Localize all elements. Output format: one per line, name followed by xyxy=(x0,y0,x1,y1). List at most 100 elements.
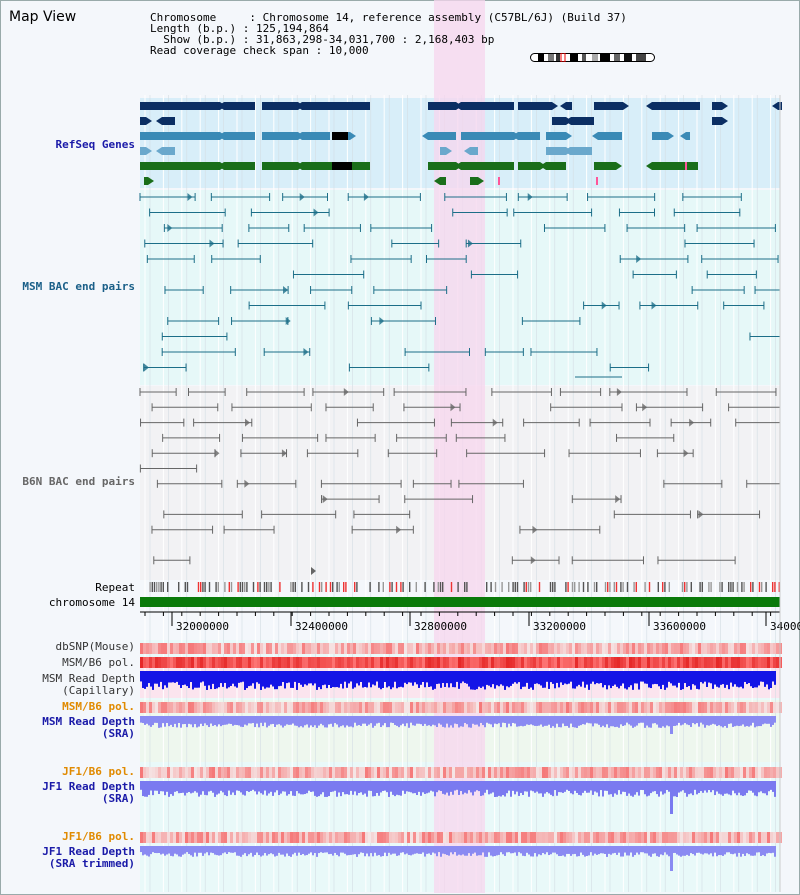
polymorphism-bin xyxy=(296,832,299,843)
track-label-jf1-b6-pol-1[interactable]: JF1/B6 pol. xyxy=(62,765,135,778)
polymorphism-bin xyxy=(731,767,734,778)
depth-bin xyxy=(544,716,546,726)
repeat-element xyxy=(457,582,459,592)
polymorphism-bin xyxy=(401,643,404,654)
depth-bin xyxy=(268,781,270,794)
depth-bin xyxy=(586,846,588,857)
depth-bin xyxy=(218,671,220,688)
depth-bin xyxy=(740,846,742,857)
depth-bin xyxy=(350,846,352,855)
gene-feature xyxy=(470,177,478,185)
track-label-repeat[interactable]: Repeat xyxy=(95,581,135,594)
depth-bin xyxy=(382,671,384,689)
repeat-element xyxy=(486,582,488,592)
track-label-jf1-depth-trimmed[interactable]: JF1 Read Depth (SRA trimmed) xyxy=(2,846,135,870)
depth-bin xyxy=(750,846,752,856)
polymorphism-bin xyxy=(743,643,746,654)
depth-bin xyxy=(572,671,574,689)
track-label-msm-depth-capillary[interactable]: MSM Read Depth (Capillary) xyxy=(2,673,135,697)
track-label-msm-depth-sra[interactable]: MSM Read Depth (SRA) xyxy=(2,716,135,740)
polymorphism-bin xyxy=(668,643,671,654)
polymorphism-bin xyxy=(383,832,386,843)
polymorphism-bin xyxy=(740,767,743,778)
coverage-label: Read coverage check span xyxy=(150,44,309,57)
depth-bin xyxy=(278,846,280,853)
depth-bin xyxy=(578,781,580,795)
polymorphism-bin xyxy=(323,832,326,843)
depth-bin xyxy=(668,781,670,792)
track-label-msm-b6-pol-1[interactable]: MSM/B6 pol. xyxy=(62,656,135,669)
polymorphism-bin xyxy=(245,643,248,654)
depth-bin xyxy=(708,671,710,683)
polymorphism-bin xyxy=(230,767,233,778)
polymorphism-bin xyxy=(302,702,305,713)
polymorphism-bin xyxy=(353,643,356,654)
depth-bin xyxy=(694,716,696,725)
depth-bin xyxy=(700,781,702,792)
polymorphism-bin xyxy=(251,767,254,778)
polymorphism-bin xyxy=(302,657,305,668)
depth-bin xyxy=(322,846,324,853)
depth-bin xyxy=(388,846,390,853)
depth-bin xyxy=(574,846,576,854)
depth-bin xyxy=(210,716,212,724)
depth-bin xyxy=(308,716,310,728)
polymorphism-bin xyxy=(308,767,311,778)
polymorphism-bin xyxy=(683,767,686,778)
depth-bin xyxy=(696,716,698,724)
depth-bin xyxy=(332,671,334,688)
chromosome-ideogram[interactable] xyxy=(530,53,655,62)
depth-bin xyxy=(638,846,640,855)
track-label-refseq[interactable]: RefSeq Genes xyxy=(55,138,135,151)
polymorphism-bin xyxy=(296,657,299,668)
track-label-msm-b6-pol-2[interactable]: MSM/B6 pol. xyxy=(62,700,135,713)
depth-bin xyxy=(318,671,320,688)
depth-bin xyxy=(156,781,158,791)
polymorphism-bin xyxy=(299,643,302,654)
track-label-jf1-depth-sra[interactable]: JF1 Read Depth (SRA) xyxy=(2,781,135,805)
depth-bin xyxy=(476,671,478,690)
depth-bin xyxy=(144,716,146,725)
polymorphism-bin xyxy=(704,832,707,843)
depth-bin xyxy=(400,846,402,853)
depth-bin xyxy=(630,781,632,796)
depth-bin xyxy=(432,781,434,792)
polymorphism-bin xyxy=(185,702,188,713)
depth-bin xyxy=(270,781,272,792)
polymorphism-bin xyxy=(632,657,635,668)
polymorphism-bin xyxy=(497,832,500,843)
polymorphism-bin xyxy=(737,702,740,713)
repeat-element xyxy=(202,582,204,592)
polymorphism-bin xyxy=(377,657,380,668)
polymorphism-bin xyxy=(761,643,764,654)
depth-bin xyxy=(432,671,434,690)
polymorphism-bin xyxy=(716,643,719,654)
depth-bin xyxy=(412,671,414,686)
polymorphism-bin xyxy=(515,767,518,778)
depth-bin xyxy=(662,716,664,727)
polymorphism-bin xyxy=(614,832,617,843)
polymorphism-bin xyxy=(230,702,233,713)
depth-bin xyxy=(292,716,294,724)
track-label-msm-bac[interactable]: MSM BAC end pairs xyxy=(22,280,135,293)
depth-bin xyxy=(166,781,168,792)
depth-bin xyxy=(472,846,474,854)
track-label-b6n-bac[interactable]: B6N BAC end pairs xyxy=(22,475,135,488)
depth-bin xyxy=(664,716,666,728)
depth-bin xyxy=(456,716,458,725)
track-label-dbsnp[interactable]: dbSNP(Mouse) xyxy=(55,640,135,653)
polymorphism-bin xyxy=(587,657,590,668)
polymorphism-bin xyxy=(470,643,473,654)
depth-bin xyxy=(304,846,306,856)
depth-bin xyxy=(196,846,198,857)
track-label-chromosome[interactable]: chromosome 14 xyxy=(48,596,135,609)
polymorphism-bin xyxy=(539,643,542,654)
depth-bin xyxy=(494,671,496,689)
depth-bin xyxy=(674,716,676,726)
depth-bin xyxy=(308,781,310,791)
depth-bin xyxy=(178,781,180,794)
track-label-jf1-b6-pol-2[interactable]: JF1/B6 pol. xyxy=(62,830,135,843)
depth-bin xyxy=(558,781,560,793)
polymorphism-bin xyxy=(686,702,689,713)
